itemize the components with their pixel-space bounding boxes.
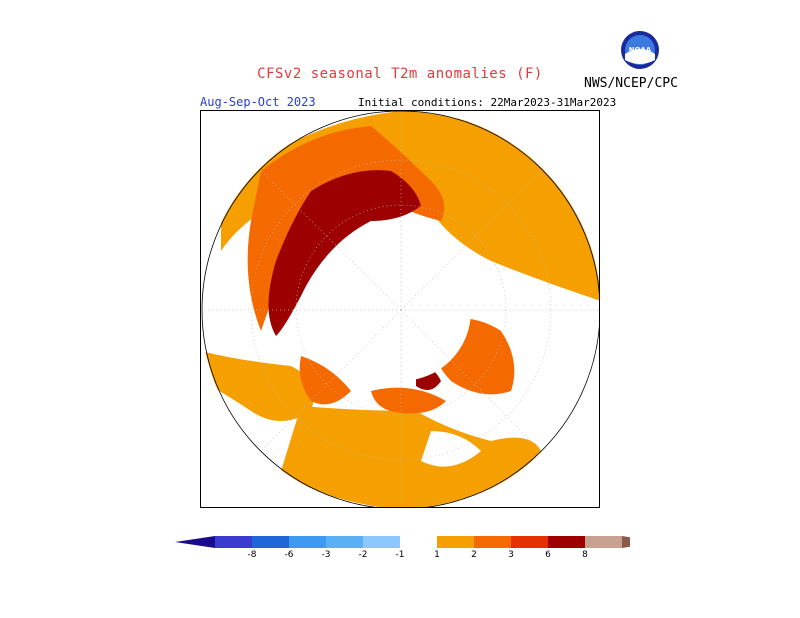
- colorbar-tick-label: -3: [322, 550, 331, 560]
- colorbar: -8 -6 -3 -2 -1 1 2 3 6 8: [175, 536, 630, 560]
- colorbar-tick-label: -1: [396, 550, 405, 560]
- logo-text: NOAA: [629, 46, 652, 54]
- colorbar-tick-label: 2: [471, 550, 477, 560]
- colorbar-tick-label: 1: [434, 550, 440, 560]
- colorbar-swatch: [363, 536, 400, 548]
- initial-conditions: Initial conditions: 22Mar2023-31Mar2023: [358, 96, 617, 109]
- anomaly-region-siberia: [268, 170, 421, 336]
- colorbar-swatch: [289, 536, 326, 548]
- hemisphere-outline: [201, 111, 599, 507]
- colorbar-swatch: [326, 536, 363, 548]
- anomaly-region-alaska: [299, 356, 351, 405]
- colorbar-left-arrow: [175, 536, 215, 548]
- colorbar-swatch: [437, 536, 474, 548]
- colorbar-swatch: [511, 536, 548, 548]
- noaa-logo-icon: NOAA: [621, 31, 659, 69]
- colorbar-tick-label: 6: [545, 550, 551, 560]
- colorbar-tick-label: -2: [359, 550, 368, 560]
- chart-title: CFSv2 seasonal T2m anomalies (F): [257, 66, 543, 82]
- anomaly-region-west: [201, 351, 314, 421]
- colorbar-swatch: [252, 536, 289, 548]
- anomaly-region-south: [281, 406, 541, 507]
- anomaly-map: [200, 110, 600, 508]
- colorbar-swatch: [474, 536, 511, 548]
- colorbar-tick-label: -8: [248, 550, 257, 560]
- colorbar-tick-label: 3: [508, 550, 514, 560]
- colorbar-right-arrow: [622, 536, 630, 548]
- polar-map-svg: [201, 111, 599, 507]
- colorbar-tick-label: 8: [582, 550, 588, 560]
- colorbar-swatch: [548, 536, 585, 548]
- colorbar-swatch: [400, 536, 437, 548]
- forecast-period: Aug-Sep-Oct 2023: [200, 95, 316, 109]
- organization-label: NWS/NCEP/CPC: [584, 76, 678, 91]
- colorbar-swatch: [215, 536, 252, 548]
- neutral-region-hudson: [421, 431, 481, 467]
- colorbar-tick-label: -6: [285, 550, 294, 560]
- graticule: [201, 111, 599, 507]
- anomaly-region-canada: [371, 387, 446, 414]
- colorbar-swatch: [585, 536, 622, 548]
